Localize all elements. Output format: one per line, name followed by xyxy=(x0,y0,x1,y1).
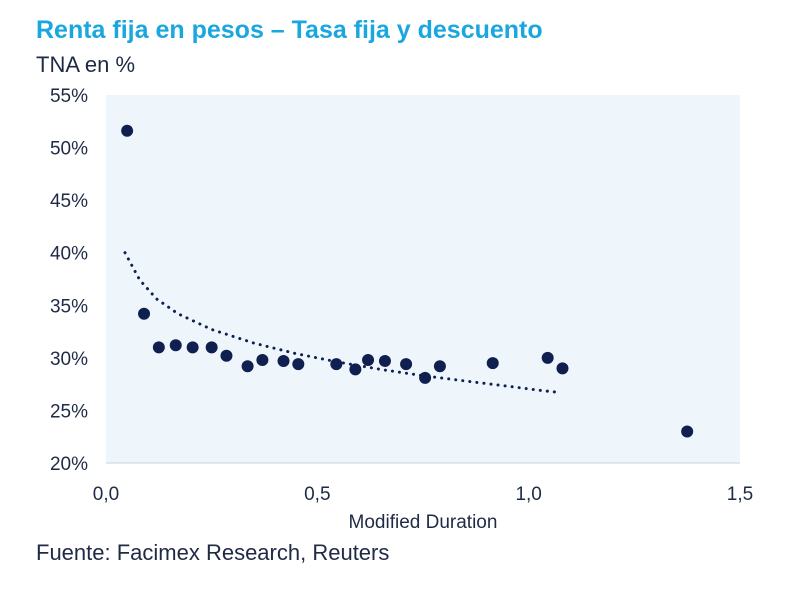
data-point xyxy=(152,341,165,354)
x-tick-label: 1,5 xyxy=(727,484,753,505)
data-point xyxy=(362,353,375,366)
data-point xyxy=(378,355,391,368)
data-points xyxy=(121,124,694,438)
data-point xyxy=(121,124,134,137)
chart-subtitle: TNA en % xyxy=(36,52,136,77)
chart-title: Renta fija en pesos – Tasa fija y descue… xyxy=(36,16,543,44)
data-point xyxy=(349,363,362,376)
plot-area xyxy=(106,95,740,463)
x-axis-ticks: 0,0 0,5 1,0 1,5 xyxy=(93,484,753,505)
data-point xyxy=(186,341,199,354)
y-tick-label: 35% xyxy=(50,296,88,317)
y-tick-label: 50% xyxy=(50,139,88,160)
data-point xyxy=(220,349,233,362)
data-point xyxy=(330,358,343,371)
data-point xyxy=(205,341,218,354)
data-point xyxy=(433,360,446,373)
data-point xyxy=(256,353,269,366)
y-tick-label: 55% xyxy=(50,86,88,107)
y-tick-label: 45% xyxy=(50,191,88,212)
x-tick-label: 0,5 xyxy=(304,484,330,505)
y-tick-label: 25% xyxy=(50,401,88,422)
x-tick-label: 0,0 xyxy=(93,484,119,505)
data-point xyxy=(292,358,305,371)
data-point xyxy=(138,307,151,320)
x-axis-label: Modified Duration xyxy=(349,512,498,533)
data-point xyxy=(169,339,182,352)
data-point xyxy=(400,358,413,371)
y-tick-label: 20% xyxy=(50,454,88,475)
source-note: Fuente: Facimex Research, Reuters xyxy=(36,540,390,565)
data-point xyxy=(556,362,569,375)
data-point xyxy=(541,351,554,364)
data-point xyxy=(486,357,499,370)
y-tick-label: 30% xyxy=(50,349,88,370)
y-axis-ticks: 20% 25% 30% 35% 40% 45% 50% 55% xyxy=(50,86,88,475)
data-point xyxy=(277,355,290,368)
data-point xyxy=(419,371,432,384)
data-point xyxy=(241,360,254,373)
y-tick-label: 40% xyxy=(50,244,88,265)
data-point xyxy=(681,425,694,438)
x-tick-label: 1,0 xyxy=(515,484,541,505)
